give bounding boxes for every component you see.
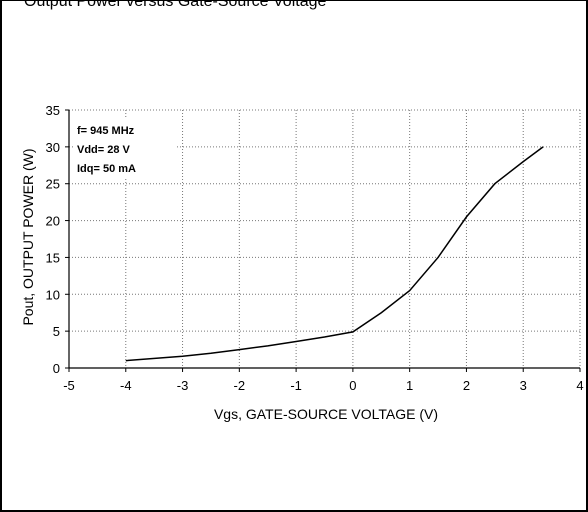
series-line-0 [125, 146, 544, 362]
x-tick-label-1: -4 [120, 378, 132, 393]
annotation-background [73, 117, 175, 179]
tick-labels: -5 -4 -3 -2 -1 0 1 2 3 4 0 5 10 15 20 25 30 35 [46, 103, 584, 393]
series-layer [125, 146, 544, 362]
x-axis-label: Vgs, GATE-SOURCE VOLTAGE (V) [214, 406, 438, 422]
x-tick-label-7: 2 [463, 378, 470, 393]
y-axis-label: Pout, OUTPUT POWER (W) [20, 148, 36, 325]
annotation-line-1: Vdd= 28 V [77, 144, 131, 156]
y-tick-label-3: 15 [46, 250, 60, 265]
x-tick-label-5: 0 [349, 378, 356, 393]
x-tick-label-4: -1 [290, 378, 302, 393]
y-tick-label-2: 10 [46, 287, 60, 302]
x-tick-label-8: 3 [520, 378, 527, 393]
y-tick-label-7: 35 [46, 103, 60, 118]
y-tick-label-5: 25 [46, 177, 60, 192]
y-tick-label-6: 30 [46, 140, 60, 155]
x-tick-label-3: -2 [234, 378, 246, 393]
x-tick-label-9: 4 [576, 378, 583, 393]
y-tick-label-0: 0 [53, 361, 60, 376]
annotation-line-0: f= 945 MHz [77, 125, 135, 137]
x-tick-label-0: -5 [63, 378, 75, 393]
axes [65, 109, 581, 372]
x-tick-label-6: 1 [406, 378, 413, 393]
figure-caption: Output Power versus Gate-Source Voltage [24, 0, 327, 10]
annotation-box: f= 945 MHz Vdd= 28 V Idq= 50 mA [73, 117, 175, 179]
annotation-line-2: Idq= 50 mA [77, 163, 136, 175]
x-tick-label-2: -3 [177, 378, 189, 393]
y-tick-label-1: 5 [53, 324, 60, 339]
y-tick-label-4: 20 [46, 214, 60, 229]
